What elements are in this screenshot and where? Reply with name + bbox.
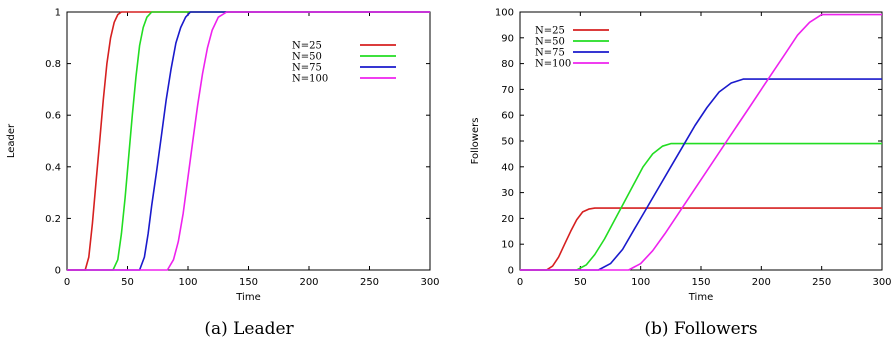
- plot-frame: [519, 11, 883, 271]
- y-tick-label: 0: [508, 266, 514, 277]
- legend-label: N=100: [292, 74, 328, 85]
- legend-label: N=50: [535, 37, 565, 48]
- series-line-n-25: [67, 11, 430, 271]
- x-tick-label: 150: [691, 277, 710, 288]
- series-line-n-75: [67, 11, 430, 271]
- x-tick-label: 0: [517, 277, 523, 288]
- x-axis-label: Time: [688, 292, 713, 303]
- y-tick-label: 40: [501, 162, 514, 173]
- subfigure-caption: (a) Leader: [204, 319, 294, 339]
- x-tick-label: 200: [752, 277, 771, 288]
- y-tick-label: 70: [501, 85, 514, 96]
- x-tick-label: 250: [812, 277, 831, 288]
- legend-label: N=25: [292, 41, 322, 52]
- legend-label: N=75: [535, 48, 565, 59]
- x-tick-label: 250: [360, 277, 379, 288]
- chart-2: 0 50 100 150 200 250 300 0 10 20 30 40 50 60 70 80 90 100…: [470, 8, 892, 340]
- series-line-n-100: [67, 11, 430, 271]
- y-tick-label: 0.6: [45, 111, 61, 122]
- y-tick-label: 0: [55, 266, 61, 277]
- x-tick-label: 100: [178, 277, 197, 288]
- subfigure-caption: (b) Followers: [644, 319, 757, 339]
- y-tick-label: 1: [55, 8, 61, 19]
- y-tick-label: 10: [501, 240, 514, 251]
- x-tick-label: 300: [420, 277, 439, 288]
- y-tick-label: 0.2: [45, 214, 61, 225]
- x-tick-label: 150: [239, 277, 258, 288]
- y-tick-label: 100: [495, 8, 514, 19]
- x-axis-label: Time: [235, 292, 260, 303]
- y-tick-label: 90: [501, 33, 514, 44]
- legend: N=25N=50N=75N=100: [292, 41, 396, 85]
- x-tick-label: 300: [872, 277, 891, 288]
- y-axis-label: Leader: [6, 123, 17, 158]
- legend-label: N=100: [535, 59, 571, 70]
- legend-label: N=25: [535, 26, 565, 37]
- series-line-n-100: [520, 13, 882, 271]
- y-tick-label: 30: [501, 188, 514, 199]
- y-tick-label: 50: [501, 137, 514, 148]
- series-line-n-25: [520, 207, 882, 271]
- y-tick-label: 20: [501, 214, 514, 225]
- x-tick-label: 50: [574, 277, 587, 288]
- legend-label: N=75: [292, 63, 322, 74]
- y-tick-label: 60: [501, 111, 514, 122]
- y-axis-label: Followers: [470, 118, 481, 165]
- x-tick-label: 200: [299, 277, 318, 288]
- series-line-n-50: [520, 142, 882, 271]
- y-tick-label: 80: [501, 59, 514, 70]
- x-tick-label: 50: [121, 277, 134, 288]
- y-tick-label: 0.4: [45, 162, 61, 173]
- x-tick-label: 100: [631, 277, 650, 288]
- series-line-n-75: [520, 78, 882, 271]
- y-tick-label: 0.8: [45, 59, 61, 70]
- series-line-n-50: [67, 11, 430, 271]
- legend: N=25N=50N=75N=100: [535, 26, 609, 70]
- legend-label: N=50: [292, 52, 322, 63]
- x-tick-label: 0: [64, 277, 70, 288]
- chart-1: 0 50 100 150 200 250 300 0 0.2 0.4 0.6 0.8 1 Time Lead…: [6, 8, 440, 340]
